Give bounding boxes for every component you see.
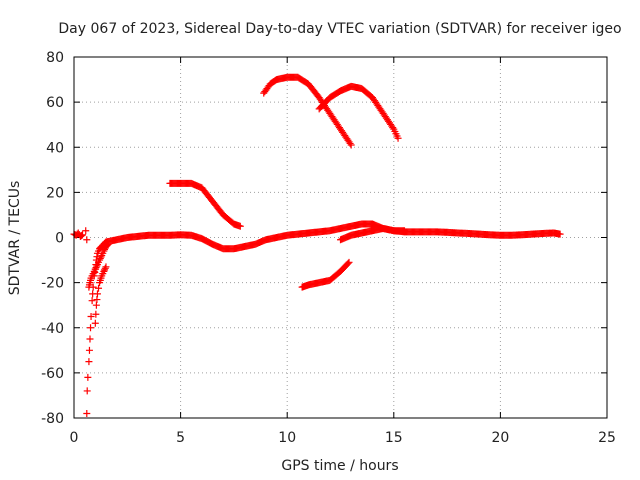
data-point [88, 297, 96, 305]
plot-frame [73, 56, 608, 419]
data-point [345, 258, 353, 266]
data-point [346, 139, 354, 147]
chart-title: Day 067 of 2023, Sidereal Day-to-day VTE… [58, 21, 621, 37]
x-axis-label: GPS time / hours [281, 458, 398, 474]
y-tick-label: 80 [46, 50, 64, 66]
data-point [79, 231, 87, 239]
x-tick-label: 25 [598, 430, 616, 446]
data-point [87, 312, 95, 320]
y-axis-label: SDTVAR / TECUs [7, 181, 23, 296]
x-tick-label: 20 [491, 430, 509, 446]
y-tick-label: 0 [55, 231, 64, 247]
series-arc-24 [166, 179, 244, 230]
y-tick-label: -60 [41, 366, 64, 382]
data-point [556, 230, 564, 238]
data-point [100, 247, 108, 255]
data-point [85, 346, 93, 354]
series-start-spike [82, 227, 91, 244]
data-point [100, 267, 108, 275]
data-point [101, 246, 109, 254]
series-rising [337, 224, 408, 244]
data-point [101, 264, 109, 272]
data-point [92, 310, 100, 318]
data-point [96, 256, 104, 264]
data-point [83, 409, 91, 417]
axis-ticks: 0 5 10 15 20 25 -80 -60 -40 -20 0 20 40 60 80 [41, 50, 616, 446]
x-tick-label: 0 [70, 430, 79, 446]
series-arc-66 [315, 82, 402, 142]
data-point [236, 222, 244, 230]
data-point [85, 358, 93, 366]
series-steep-dive-b [85, 240, 112, 291]
data-point [86, 335, 94, 343]
series-arc-70 [260, 73, 355, 149]
data-point [102, 263, 110, 271]
data-point [92, 264, 100, 272]
data-point [389, 124, 397, 132]
data-point [91, 319, 99, 327]
y-tick-label: -20 [41, 276, 64, 292]
x-tick-label: 5 [176, 430, 185, 446]
series-main-band [102, 220, 564, 253]
data-point [84, 373, 92, 381]
data-point [101, 266, 109, 274]
series-steep-dive-c [91, 263, 110, 327]
data-point [83, 236, 91, 244]
data-point [96, 255, 104, 263]
data-point [347, 141, 355, 149]
y-tick-label: 20 [46, 185, 64, 201]
data-point [344, 259, 352, 267]
data-point [91, 265, 99, 273]
data-point [93, 262, 101, 270]
data-point [83, 387, 91, 395]
series-low-arc [298, 258, 353, 291]
y-tick-label: -40 [41, 321, 64, 337]
y-tick-label: -80 [41, 411, 64, 427]
data-point [400, 227, 408, 235]
y-tick-label: 60 [46, 95, 64, 111]
data-point [87, 324, 95, 332]
x-tick-label: 10 [278, 430, 296, 446]
x-tick-label: 15 [385, 430, 403, 446]
y-tick-label: 40 [46, 140, 64, 156]
data-point [97, 253, 105, 261]
data-points [70, 73, 564, 417]
data-point [82, 227, 90, 235]
data-point [93, 290, 101, 298]
data-point [95, 284, 103, 292]
data-point [394, 134, 402, 142]
